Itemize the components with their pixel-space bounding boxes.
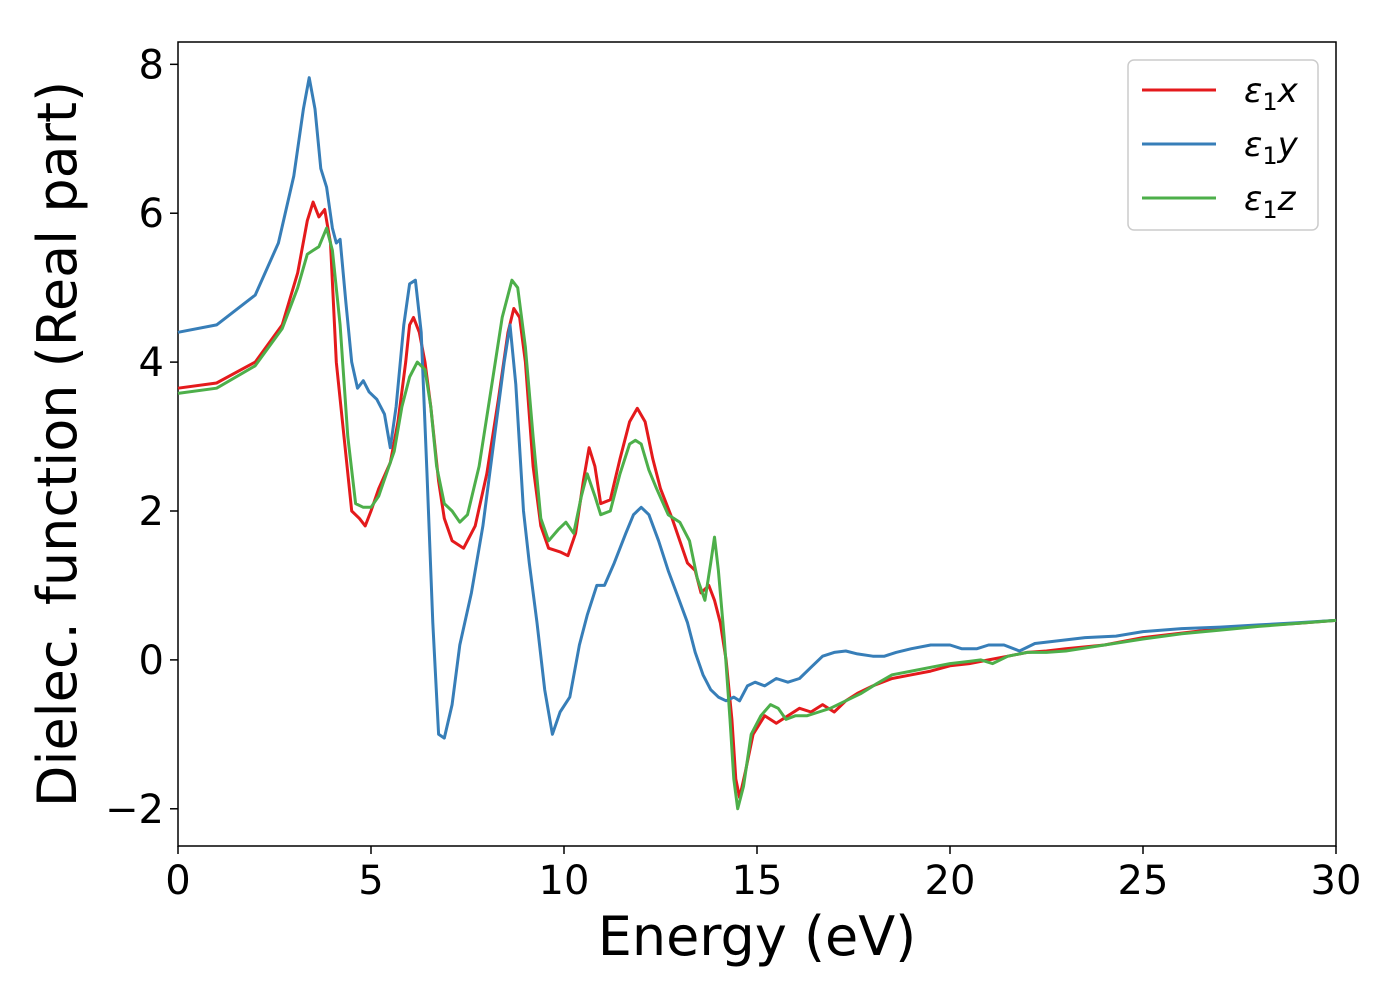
legend-label-x: ε1x — [1244, 71, 1299, 116]
y-tick-label: 6 — [139, 191, 164, 237]
y-tick-label: 0 — [139, 638, 164, 684]
x-axis-ticks: 0 5 10 15 20 25 30 — [165, 846, 1361, 904]
series-line-y — [177, 76, 1337, 740]
legend-label-z: ε1z — [1244, 179, 1297, 224]
x-tick-label: 30 — [1311, 858, 1362, 904]
series-layer — [177, 76, 1337, 811]
x-tick-label: 10 — [539, 858, 590, 904]
y-axis-ticks: −2 0 2 4 6 8 — [105, 42, 178, 833]
x-tick-label: 15 — [732, 858, 783, 904]
y-tick-label: 2 — [139, 489, 164, 535]
x-axis-label: Energy (eV) — [598, 905, 917, 968]
y-tick-label: −2 — [105, 787, 164, 833]
y-axis-label: Dielec. function (Real part) — [26, 81, 89, 807]
x-tick-label: 0 — [165, 858, 190, 904]
legend: ε1x ε1y ε1z — [1127, 59, 1319, 231]
x-tick-label: 25 — [1118, 858, 1169, 904]
y-tick-label: 8 — [139, 42, 164, 88]
legend-items: ε1x ε1y ε1z — [1142, 71, 1299, 224]
y-tick-label: 4 — [139, 340, 164, 386]
series-line-z — [177, 226, 1337, 811]
legend-label-y: ε1y — [1244, 125, 1299, 170]
legend-box — [1127, 59, 1319, 231]
x-tick-label: 5 — [358, 858, 383, 904]
x-tick-label: 20 — [925, 858, 976, 904]
